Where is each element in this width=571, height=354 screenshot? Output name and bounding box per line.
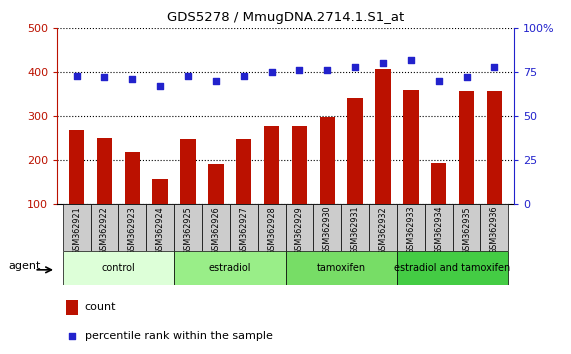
Point bbox=[67, 333, 77, 338]
Point bbox=[100, 75, 109, 80]
Text: tamoxifen: tamoxifen bbox=[317, 263, 366, 273]
Point bbox=[379, 61, 388, 66]
Point bbox=[434, 78, 443, 84]
Text: GSM362928: GSM362928 bbox=[267, 206, 276, 255]
FancyBboxPatch shape bbox=[286, 251, 397, 285]
Point bbox=[239, 73, 248, 79]
Point bbox=[295, 68, 304, 73]
FancyBboxPatch shape bbox=[341, 204, 369, 251]
FancyBboxPatch shape bbox=[397, 204, 425, 251]
FancyBboxPatch shape bbox=[230, 204, 258, 251]
Text: GSM362925: GSM362925 bbox=[183, 206, 192, 255]
Text: GSM362932: GSM362932 bbox=[379, 206, 388, 255]
Bar bbox=[320, 117, 335, 204]
Bar bbox=[152, 178, 168, 204]
Bar bbox=[486, 91, 502, 204]
FancyBboxPatch shape bbox=[313, 204, 341, 251]
Text: GSM362923: GSM362923 bbox=[128, 206, 137, 255]
FancyBboxPatch shape bbox=[174, 251, 286, 285]
Title: GDS5278 / MmugDNA.2714.1.S1_at: GDS5278 / MmugDNA.2714.1.S1_at bbox=[167, 11, 404, 24]
Text: GSM362935: GSM362935 bbox=[462, 206, 471, 255]
Text: count: count bbox=[85, 302, 116, 312]
Bar bbox=[97, 138, 112, 204]
Bar bbox=[348, 98, 363, 204]
Bar bbox=[375, 69, 391, 204]
Text: GSM362931: GSM362931 bbox=[351, 206, 360, 255]
FancyBboxPatch shape bbox=[286, 204, 313, 251]
Text: GSM362930: GSM362930 bbox=[323, 206, 332, 255]
Point bbox=[183, 73, 192, 79]
FancyBboxPatch shape bbox=[63, 204, 91, 251]
Bar bbox=[264, 126, 279, 204]
Text: GSM362936: GSM362936 bbox=[490, 206, 499, 255]
Point bbox=[128, 76, 137, 82]
Bar bbox=[124, 152, 140, 204]
Point bbox=[323, 68, 332, 73]
FancyBboxPatch shape bbox=[63, 251, 174, 285]
Text: control: control bbox=[102, 263, 135, 273]
FancyBboxPatch shape bbox=[425, 204, 453, 251]
Bar bbox=[459, 91, 474, 204]
Point bbox=[267, 69, 276, 75]
FancyBboxPatch shape bbox=[91, 204, 118, 251]
Point bbox=[72, 73, 81, 79]
FancyBboxPatch shape bbox=[453, 204, 480, 251]
Point bbox=[407, 57, 416, 63]
FancyBboxPatch shape bbox=[480, 204, 508, 251]
Point bbox=[211, 78, 220, 84]
Bar bbox=[69, 130, 85, 204]
FancyBboxPatch shape bbox=[369, 204, 397, 251]
Point bbox=[155, 83, 164, 89]
Point bbox=[490, 64, 499, 70]
Text: percentile rank within the sample: percentile rank within the sample bbox=[85, 331, 272, 341]
Text: GSM362934: GSM362934 bbox=[434, 206, 443, 255]
Text: GSM362933: GSM362933 bbox=[407, 206, 415, 255]
Point bbox=[462, 75, 471, 80]
FancyBboxPatch shape bbox=[258, 204, 286, 251]
FancyBboxPatch shape bbox=[202, 204, 230, 251]
Text: GSM362927: GSM362927 bbox=[239, 206, 248, 255]
Text: agent: agent bbox=[9, 262, 41, 272]
Point bbox=[351, 64, 360, 70]
FancyBboxPatch shape bbox=[146, 204, 174, 251]
Bar bbox=[292, 126, 307, 204]
Text: GSM362924: GSM362924 bbox=[156, 206, 164, 255]
Text: GSM362926: GSM362926 bbox=[211, 206, 220, 255]
Text: GSM362922: GSM362922 bbox=[100, 206, 109, 255]
Bar bbox=[431, 163, 447, 204]
Bar bbox=[236, 139, 251, 204]
Bar bbox=[66, 300, 78, 315]
FancyBboxPatch shape bbox=[397, 251, 508, 285]
Bar bbox=[403, 90, 419, 204]
Text: estradiol: estradiol bbox=[208, 263, 251, 273]
Text: estradiol and tamoxifen: estradiol and tamoxifen bbox=[395, 263, 510, 273]
Text: GSM362929: GSM362929 bbox=[295, 206, 304, 255]
Bar bbox=[180, 139, 196, 204]
FancyBboxPatch shape bbox=[118, 204, 146, 251]
FancyBboxPatch shape bbox=[174, 204, 202, 251]
Bar bbox=[208, 164, 223, 204]
Text: GSM362921: GSM362921 bbox=[72, 206, 81, 255]
